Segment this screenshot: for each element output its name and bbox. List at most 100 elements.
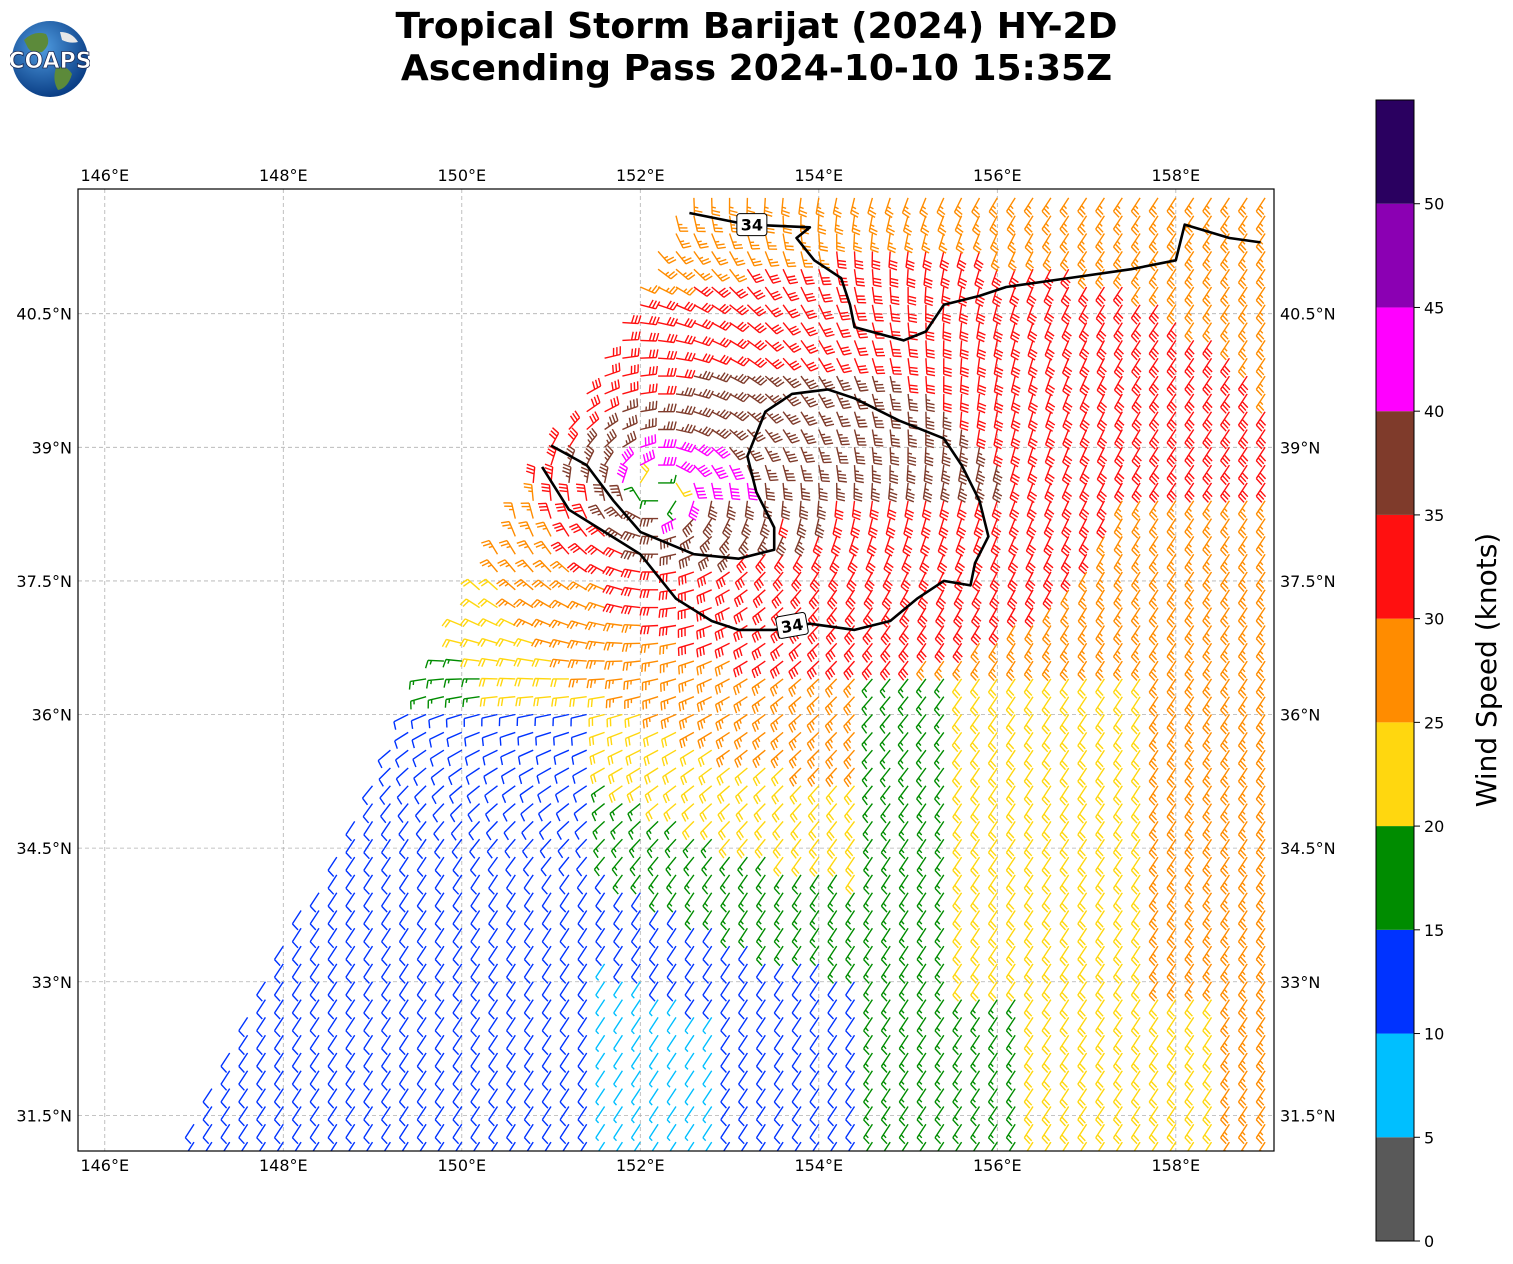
wind-barb [1255, 1123, 1266, 1145]
wind-barb [886, 500, 897, 521]
wind-barb [428, 731, 445, 748]
wind-barb [1166, 821, 1177, 842]
wind-barb [1130, 767, 1141, 788]
wind-barb [791, 945, 802, 967]
wind-barb [559, 1088, 570, 1109]
wind-barb [443, 678, 462, 688]
wind-barb [917, 607, 928, 628]
wind-barb [1237, 375, 1249, 396]
wind-barb [699, 535, 713, 555]
wind-barb [559, 1017, 570, 1038]
contour-label-text: 34 [780, 615, 805, 638]
wind-barb [987, 999, 998, 1020]
wind-barb [398, 838, 409, 860]
wind-barb [1184, 714, 1195, 735]
wind-barb [764, 357, 785, 370]
wind-barb [1010, 429, 1021, 450]
wind-barb [843, 731, 856, 752]
wind-barb [577, 1070, 588, 1091]
wind-barb [853, 429, 867, 446]
wind-barb [538, 820, 552, 841]
wind-barb [853, 340, 869, 357]
lat-tick-label-left: 34.5°N [16, 839, 72, 858]
colorbar-bin [1376, 100, 1414, 204]
wind-barb [720, 1052, 731, 1073]
wind-barb [256, 1106, 266, 1127]
wind-barb [1027, 322, 1038, 343]
wind-barb [603, 445, 614, 466]
wind-barb [1023, 1123, 1034, 1145]
wind-barb [1255, 1088, 1266, 1109]
wind-barb [460, 578, 481, 591]
wind-barb [693, 302, 715, 314]
wind-barb [628, 838, 641, 859]
wind-barb [452, 910, 463, 931]
wind-barb [681, 803, 695, 822]
wind-barb [755, 856, 766, 877]
wind-barb [669, 1141, 677, 1151]
wind-barb [613, 1052, 623, 1070]
wind-barb [1112, 927, 1123, 949]
wind-barb [362, 803, 374, 824]
wind-barb [734, 571, 748, 591]
wind-barb [987, 945, 998, 967]
wind-barb [991, 500, 1002, 521]
wind-barb [1041, 714, 1052, 735]
wind-barb [788, 749, 802, 769]
wind-barb [862, 803, 873, 824]
colorbar-bin [1376, 618, 1414, 723]
wind-barb [630, 1017, 641, 1035]
wind-barb [571, 749, 587, 765]
wind-barb [363, 1070, 374, 1091]
wind-barb [1113, 553, 1123, 575]
wind-barb [381, 1088, 391, 1109]
wind-barb [1255, 500, 1266, 521]
wind-barb [577, 981, 588, 1002]
wind-barb [897, 731, 909, 752]
wind-barb [806, 660, 820, 680]
wind-barb [1220, 322, 1230, 343]
wind-barb [755, 927, 766, 949]
wind-barb [773, 999, 784, 1020]
wind-barb [699, 803, 713, 823]
wind-barb [577, 1034, 588, 1056]
wind-barb [613, 927, 623, 949]
wind-barb [1043, 518, 1055, 539]
colorbar-tick-label: 20 [1424, 817, 1444, 836]
wind-barb [345, 1017, 356, 1038]
wind-barb [1095, 696, 1105, 717]
wind-barb [1220, 696, 1230, 717]
map-frame [77, 188, 1275, 1152]
wind-barb [1184, 1088, 1195, 1109]
lat-tick-label-left: 37.5°N [16, 572, 72, 591]
wind-barb [845, 963, 856, 984]
wind-barb [646, 838, 659, 859]
wind-barb [770, 713, 784, 733]
wind-barb [609, 484, 624, 502]
wind-barb [523, 910, 534, 931]
wind-barb [398, 820, 409, 842]
wind-barb [715, 589, 730, 606]
wind-barb [1148, 945, 1159, 967]
wind-barb [602, 546, 623, 558]
wind-barb [1077, 963, 1088, 984]
wind-barb [879, 785, 891, 806]
wind-barb [843, 749, 856, 770]
wind-barb [954, 553, 966, 575]
wind-barb [711, 390, 732, 401]
wind-barb [818, 411, 835, 427]
wind-barb [398, 1034, 409, 1056]
wind-barb [788, 642, 802, 662]
wind-barb [309, 1034, 320, 1056]
wind-barb [791, 963, 802, 984]
wind-barb [1130, 696, 1141, 717]
wind-barb [881, 607, 892, 628]
wind-barb [827, 589, 838, 610]
wind-barb [843, 714, 856, 734]
wind-barb [1166, 1106, 1177, 1127]
wind-barb [952, 892, 963, 913]
wind-barb [539, 838, 552, 859]
wind-barb [952, 945, 963, 967]
wind-barb [1045, 393, 1056, 415]
wind-barb [825, 625, 838, 645]
